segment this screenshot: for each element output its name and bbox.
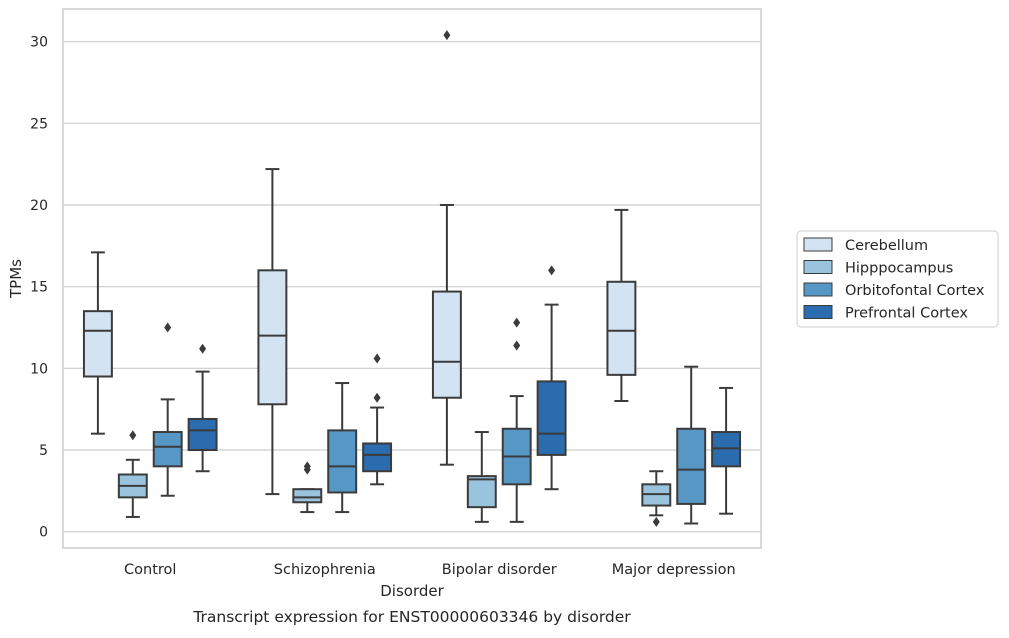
outlier-point (513, 317, 521, 328)
box-3-2 (676, 365, 707, 525)
box-2-0 (431, 30, 462, 466)
legend-swatch (803, 305, 833, 319)
box-1-1 (292, 461, 323, 514)
x-tick-label: Control (124, 562, 176, 578)
box-2-1 (466, 431, 497, 523)
box-iqr (466, 475, 497, 509)
outlier-point (303, 461, 311, 472)
box-0-3 (187, 343, 218, 473)
x-tick-label: Bipolar disorder (442, 562, 557, 578)
legend-swatch (803, 282, 833, 297)
box-3-3 (711, 386, 742, 515)
box-iqr (676, 427, 707, 505)
x-tick-label: Schizophrenia (274, 562, 376, 578)
y-tick-label: 5 (39, 443, 48, 459)
legend-label: Hipppocampus (845, 261, 953, 277)
box-iqr (152, 431, 183, 468)
legend-swatch (803, 237, 833, 252)
box-iqr (362, 442, 393, 473)
box-1-2 (327, 382, 358, 514)
box-iqr (327, 429, 358, 494)
outlier-point (164, 322, 172, 333)
y-tick-label: 20 (30, 198, 48, 214)
legend-label: Cerebellum (845, 238, 928, 254)
box-3-1 (641, 470, 672, 527)
box-1-0 (257, 168, 288, 496)
axes-layer: 0 5 10 15 20 25 30 Control Schizophrenia Bipolar … (30, 35, 736, 578)
y-tick-label: 0 (39, 525, 48, 541)
x-tick-label: Major depression (612, 562, 736, 578)
box-2-2 (501, 317, 532, 523)
legend: Cerebellum Hipppocampus Orbitofontal Corte… (796, 230, 999, 328)
box-iqr (82, 310, 113, 378)
box-iqr (536, 380, 567, 456)
outlier-point (652, 516, 660, 527)
legend-frame (796, 230, 999, 328)
box-0-0 (82, 251, 113, 435)
outlier-point (548, 265, 556, 276)
y-tick-label: 10 (30, 361, 48, 377)
outlier-point (443, 30, 451, 41)
y-axis-label: TPMs (7, 259, 25, 299)
outlier-point (373, 392, 381, 403)
box-iqr (187, 417, 218, 452)
legend-swatch (803, 260, 833, 274)
legend-label: Orbitofontal Cortex (845, 283, 985, 299)
box-iqr (257, 269, 288, 406)
box-2-3 (536, 265, 567, 491)
box-iqr (606, 280, 637, 376)
y-tick-label: 30 (30, 35, 48, 51)
box-0-2 (152, 322, 183, 497)
x-axis-label: Disorder (380, 582, 444, 600)
box-iqr (431, 290, 462, 399)
box-iqr (292, 488, 323, 504)
box-3-0 (606, 208, 637, 402)
outlier-point (513, 340, 521, 351)
box-1-3 (362, 353, 393, 486)
outlier-point (199, 343, 207, 354)
y-tick-label: 15 (30, 280, 48, 296)
outlier-point (129, 430, 137, 441)
boxes-layer (82, 30, 742, 527)
outlier-point (373, 353, 381, 364)
y-tick-label: 25 (30, 116, 48, 132)
chart-caption: Transcript expression for ENST0000060334… (192, 608, 631, 626)
legend-label: Prefrontal Cortex (845, 306, 968, 322)
box-0-1 (117, 430, 148, 518)
plot-frame (62, 8, 762, 549)
